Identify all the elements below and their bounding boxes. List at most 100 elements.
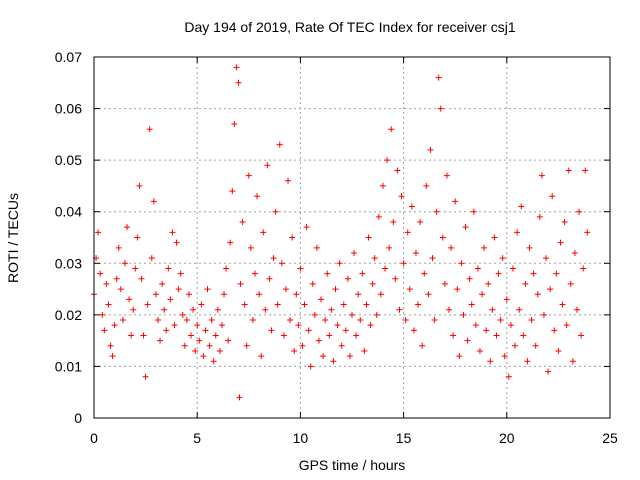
data-point bbox=[301, 301, 308, 308]
data-point bbox=[390, 219, 397, 226]
data-point bbox=[293, 291, 300, 298]
data-point bbox=[251, 270, 258, 277]
grid-lines bbox=[94, 57, 610, 418]
data-point bbox=[456, 353, 463, 360]
data-point bbox=[328, 306, 335, 313]
data-point bbox=[216, 347, 223, 354]
y-tick-label: 0.04 bbox=[55, 204, 82, 220]
data-point bbox=[268, 327, 275, 334]
data-point bbox=[97, 270, 104, 277]
data-point bbox=[551, 327, 558, 334]
data-point bbox=[334, 322, 341, 329]
y-tick-label: 0 bbox=[74, 410, 82, 426]
data-point bbox=[142, 373, 149, 380]
data-point bbox=[518, 203, 525, 210]
data-point bbox=[396, 306, 403, 313]
data-point bbox=[526, 244, 533, 251]
data-point bbox=[103, 280, 110, 287]
data-point bbox=[221, 291, 228, 298]
data-point bbox=[138, 275, 145, 282]
data-point bbox=[202, 327, 209, 334]
data-point bbox=[580, 265, 587, 272]
data-point bbox=[289, 234, 296, 241]
data-point bbox=[425, 291, 432, 298]
data-point bbox=[433, 208, 440, 215]
data-point bbox=[419, 342, 426, 349]
data-point bbox=[272, 208, 279, 215]
data-point bbox=[415, 301, 422, 308]
data-point bbox=[530, 270, 537, 277]
data-point bbox=[386, 244, 393, 251]
data-point bbox=[336, 260, 343, 267]
data-point bbox=[412, 249, 419, 256]
data-point bbox=[161, 306, 168, 313]
data-point bbox=[443, 172, 450, 179]
data-point bbox=[307, 363, 314, 370]
data-point bbox=[472, 322, 479, 329]
data-point bbox=[330, 358, 337, 365]
data-point bbox=[388, 126, 395, 133]
data-point bbox=[547, 286, 554, 293]
data-point bbox=[194, 322, 201, 329]
data-point bbox=[256, 291, 263, 298]
data-point bbox=[136, 182, 143, 189]
data-point bbox=[410, 327, 417, 334]
data-point bbox=[200, 353, 207, 360]
plot-frame bbox=[93, 56, 611, 419]
data-point bbox=[437, 105, 444, 112]
data-point bbox=[450, 332, 457, 339]
data-point bbox=[249, 317, 256, 324]
data-point bbox=[534, 291, 541, 298]
data-point bbox=[582, 167, 589, 174]
data-point bbox=[320, 353, 327, 360]
data-point bbox=[487, 358, 494, 365]
data-point bbox=[167, 296, 174, 303]
data-point bbox=[493, 332, 500, 339]
x-tick-label: 15 bbox=[396, 430, 412, 446]
data-point bbox=[262, 306, 269, 313]
data-point bbox=[404, 229, 411, 236]
data-point bbox=[561, 219, 568, 226]
data-point bbox=[569, 358, 576, 365]
data-point bbox=[95, 229, 102, 236]
data-point bbox=[214, 306, 221, 313]
data-point bbox=[555, 347, 562, 354]
data-point bbox=[446, 306, 453, 313]
data-point bbox=[369, 280, 376, 287]
data-point bbox=[223, 265, 230, 272]
data-point bbox=[311, 311, 318, 318]
data-point bbox=[441, 280, 448, 287]
data-point bbox=[169, 229, 176, 236]
data-point bbox=[260, 229, 267, 236]
data-point bbox=[344, 275, 351, 282]
data-points bbox=[91, 64, 591, 401]
data-point bbox=[406, 286, 413, 293]
data-point bbox=[309, 280, 316, 287]
data-point bbox=[553, 270, 560, 277]
x-axis-label: GPS time / hours bbox=[299, 457, 406, 473]
data-point bbox=[505, 373, 512, 380]
data-point bbox=[190, 306, 197, 313]
data-point bbox=[543, 255, 550, 262]
data-point bbox=[536, 213, 543, 220]
data-point bbox=[474, 265, 481, 272]
data-point bbox=[239, 219, 246, 226]
data-point bbox=[183, 317, 190, 324]
data-point bbox=[377, 291, 384, 298]
data-point bbox=[324, 270, 331, 277]
y-axis-label: ROTI / TECUs bbox=[5, 193, 21, 283]
data-point bbox=[367, 322, 374, 329]
data-point bbox=[522, 280, 529, 287]
data-point bbox=[379, 182, 386, 189]
data-point bbox=[448, 244, 455, 251]
data-point bbox=[565, 167, 572, 174]
data-point bbox=[351, 249, 358, 256]
data-point bbox=[571, 249, 578, 256]
data-point bbox=[514, 229, 521, 236]
data-point bbox=[185, 291, 192, 298]
data-point bbox=[435, 74, 442, 81]
data-point bbox=[210, 358, 217, 365]
data-point bbox=[563, 322, 570, 329]
data-point bbox=[353, 332, 360, 339]
data-point bbox=[278, 260, 285, 267]
